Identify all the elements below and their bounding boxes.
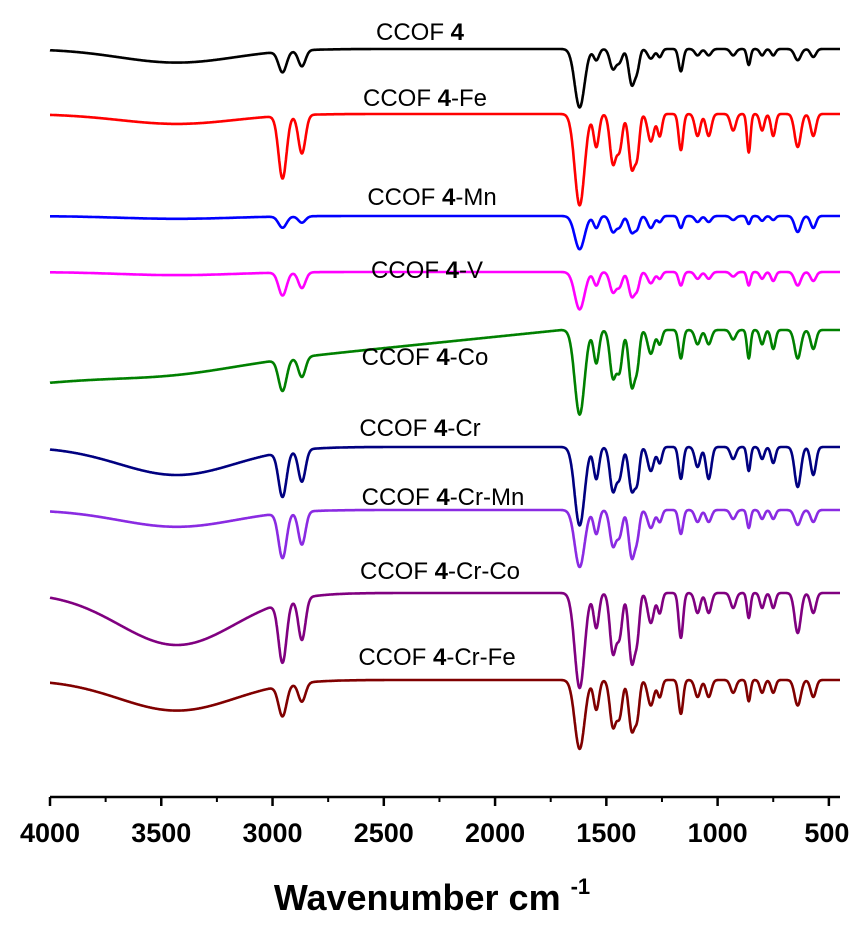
series-label-bold: 4	[442, 184, 456, 211]
series-label-prefix: CCOF	[376, 19, 451, 46]
x-axis-title: Wavenumber cm -1	[274, 874, 590, 918]
x-tick-label: 500	[804, 818, 849, 848]
spectrum-line	[49, 591, 841, 690]
series-label-prefix: CCOF	[362, 484, 437, 511]
series-label-bold: 4	[435, 558, 449, 585]
series-label-suffix: -Cr-Co	[448, 558, 520, 585]
series-label: CCOF 4-Cr-Fe	[358, 644, 515, 671]
x-tick-label: 2500	[354, 818, 414, 848]
series-label: CCOF 4-Cr-Mn	[362, 484, 525, 511]
spectrum-line	[49, 214, 841, 251]
spectrum-line	[49, 508, 841, 569]
spectrum-line	[49, 328, 841, 416]
x-tick-label: 4000	[20, 818, 80, 848]
x-tick-label: 3500	[131, 818, 191, 848]
x-axis-title-superscript: -1	[571, 874, 591, 899]
series-label-suffix: -Fe	[451, 85, 487, 112]
series-label: CCOF 4-Fe	[363, 85, 487, 112]
series-label: CCOF 4-Co	[362, 344, 489, 371]
series-label-suffix: -Cr	[447, 415, 480, 442]
series-label-suffix: -V	[459, 257, 483, 284]
series-layer	[49, 47, 841, 751]
spectrum-line	[49, 270, 841, 311]
x-tick-label: 3000	[242, 818, 302, 848]
series-label-bold: 4	[451, 19, 465, 46]
series-label-bold: 4	[446, 257, 460, 284]
spectrum-line	[49, 445, 841, 527]
series-label-bold: 4	[436, 484, 450, 511]
series-label-bold: 4	[436, 344, 450, 371]
series-label-prefix: CCOF	[367, 184, 442, 211]
series-label-prefix: CCOF	[363, 85, 438, 112]
series-label: CCOF 4-Mn	[367, 184, 496, 211]
series-label-suffix: -Mn	[455, 184, 496, 211]
spectrum-line	[49, 47, 841, 109]
series-label: CCOF 4-Cr	[359, 415, 480, 442]
series-label-prefix: CCOF	[358, 644, 433, 671]
x-axis-title-text: Wavenumber cm	[274, 877, 561, 918]
series-label: CCOF 4-Cr-Co	[360, 558, 520, 585]
series-label-prefix: CCOF	[362, 344, 437, 371]
series-label-suffix: -Cr-Mn	[450, 484, 525, 511]
series-label-prefix: CCOF	[371, 257, 446, 284]
spectrum-line	[49, 678, 841, 751]
x-axis: 4000 3500 3000 2500 2000 1500 1000 500	[20, 795, 849, 848]
x-tick-label: 2000	[465, 818, 525, 848]
series-label-prefix: CCOF	[359, 415, 434, 442]
series-label-bold: 4	[438, 85, 452, 112]
series-label: CCOF 4	[376, 19, 465, 46]
x-tick-label: 1000	[688, 818, 748, 848]
series-label-suffix: -Cr-Fe	[446, 644, 515, 671]
x-tick-label: 1500	[576, 818, 636, 848]
series-label-suffix: -Co	[450, 344, 489, 371]
series-label-bold: 4	[434, 415, 448, 442]
series-label: CCOF 4-V	[371, 257, 483, 284]
series-label-bold: 4	[433, 644, 447, 671]
series-label-prefix: CCOF	[360, 558, 435, 585]
spectrum-line	[49, 112, 841, 207]
